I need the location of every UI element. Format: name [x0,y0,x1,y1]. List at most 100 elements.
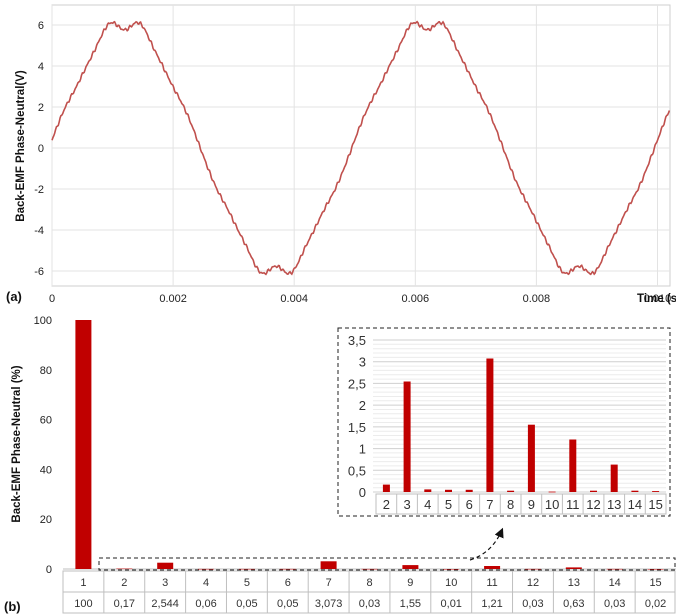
bar [157,562,174,569]
y-tick-label: 0 [38,143,44,155]
value-cell: 0,02 [645,598,666,610]
value-cell: 2,544 [151,598,179,610]
value-cell: 0,03 [604,598,625,610]
inset-y-tick-label: 3 [359,355,366,370]
x-tick-label: 0.004 [280,293,308,305]
y-tick-label: 4 [38,61,44,73]
bar [606,568,623,570]
y-tick-label: 0 [46,564,52,576]
y-tick-label: 60 [40,415,52,427]
inset-y-tick-labels: 3,5 3 2,5 2 1,5 1 0,5 0 [348,333,366,500]
plot-area-a [51,4,671,287]
zoom-region-box [98,557,676,571]
bar [116,568,133,570]
data-table-b: 1 100 2 0,17 3 2,544 4 0,06 5 0,05 6 0,05 7 3,073 8 0,0… [62,570,676,614]
panel-label-b: (b) [4,599,21,614]
category-cell: 9 [407,577,413,589]
inset-bar [652,491,660,492]
y-tick-label: 6 [38,20,44,32]
category-cell: 6 [285,577,291,589]
x-tick-label: 0.006 [402,293,430,305]
inset-category-cell: 2 [383,497,390,512]
y-axis-label-a: Back-EMF Phase-Neutral(V) [15,70,27,222]
bar [443,569,460,570]
y-tick-labels-a: 6 4 2 0 -2 -4 -6 [34,20,44,278]
bar [525,568,541,570]
inset-bar [403,381,411,492]
bar [320,561,337,569]
bar [198,568,214,570]
category-cell: 13 [568,577,580,589]
value-cell: 1,55 [400,598,421,610]
inset-category-cell: 3 [403,497,410,512]
category-cell: 8 [366,577,372,589]
inset-bar [445,489,452,492]
bar [279,568,296,570]
inset-bar [424,489,432,492]
x-tick-label: 0.010 [644,293,672,305]
x-axis-label-a: Time (s [637,293,676,305]
inset-bar [382,484,390,492]
category-cell: 1 [80,577,86,589]
inset-bar [631,490,639,492]
y-tick-label: 100 [34,315,52,327]
y-tick-label: 20 [40,514,52,526]
y-tick-label: 80 [40,365,52,377]
value-cell: 3,073 [315,598,343,610]
bar [238,568,255,570]
inset-bar [486,358,494,492]
inset-category-cell: 5 [445,497,452,512]
inset-category-cell: 12 [586,497,600,512]
y-tick-label: 2 [38,102,44,114]
inset-bar [507,490,515,492]
inset-y-tick-label: 0 [359,485,366,500]
category-cell: 2 [121,577,127,589]
zoom-arrow [469,527,504,561]
inset-bars [382,358,660,493]
inset-bar [527,424,535,492]
inset-bar [569,439,577,492]
category-cell: 12 [527,577,539,589]
inset-y-tick-label: 1,5 [348,420,366,435]
category-cell: 4 [203,577,209,589]
y-tick-label: 40 [40,464,52,476]
bars-b [75,320,664,570]
category-cell: 7 [326,577,332,589]
inset-chart: 3,532,521,510,50 2 3 4 5 6 7 8 9 10 11 12 13 14 15 [337,327,671,517]
panel-label-a: (a) [6,289,22,304]
x-tick-label: 0 [49,293,55,305]
inset-bar [590,490,597,492]
inset-category-cell: 11 [566,497,580,512]
y-axis-label-b: Back-EMF Phase-Neutral (%) [11,365,23,522]
value-cell: 0,03 [522,598,543,610]
value-cell: 0,03 [359,598,380,610]
value-cell: 0,17 [114,598,135,610]
x-tick-label: 0.008 [523,293,551,305]
bar [361,568,378,570]
category-cell: 11 [486,577,497,589]
inset-bar [465,489,473,492]
bar [565,567,582,569]
category-cell: 3 [162,577,168,589]
inset-category-cell: 6 [466,497,473,512]
value-cell: 0,05 [236,598,257,610]
inset-y-tick-label: 3,5 [348,333,366,348]
inset-category-cell: 15 [648,497,662,512]
grid-a [51,5,670,286]
value-cell: 100 [74,598,92,610]
value-cell: 0,05 [277,598,298,610]
inset-bar [548,491,556,493]
waveform-line [51,20,671,276]
inset-y-tick-label: 0,5 [348,463,366,478]
y-tick-label: -4 [34,225,44,237]
inset-y-tick-label: 2 [359,398,366,413]
inset-category-cell: 13 [607,497,621,512]
bar [647,569,664,570]
y-tick-label: -2 [34,184,44,196]
value-cell: 0,01 [441,598,462,610]
inset-category-cell: 14 [628,497,642,512]
inset-category-cell: 8 [507,497,514,512]
